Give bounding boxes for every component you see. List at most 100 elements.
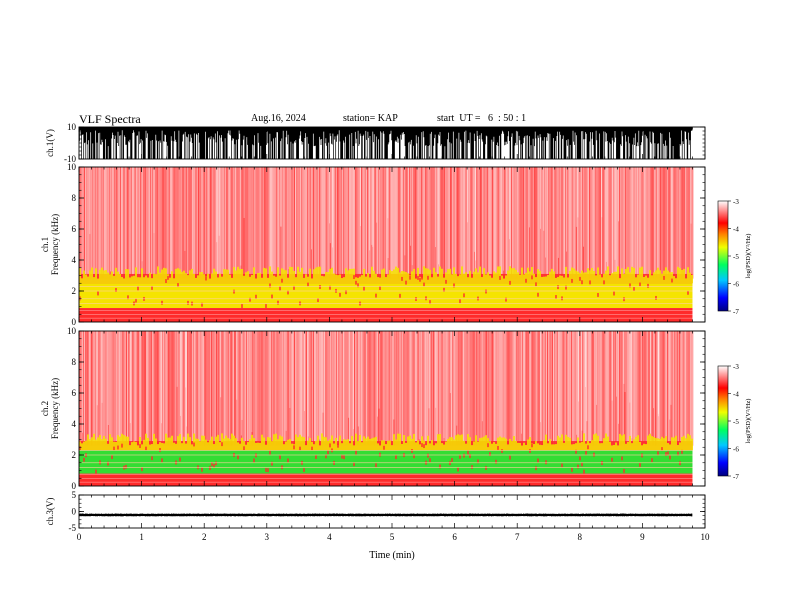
spectrogram-speck bbox=[535, 282, 537, 287]
spectrogram-column bbox=[505, 331, 507, 446]
spectrogram-column bbox=[171, 331, 173, 446]
spectrogram-spike bbox=[129, 277, 131, 284]
spectrogram-column bbox=[692, 167, 694, 279]
spectrogram-column bbox=[613, 167, 615, 279]
spectrogram-column bbox=[478, 331, 480, 446]
spectrogram-spike bbox=[525, 272, 527, 284]
spectrogram-speck bbox=[307, 282, 309, 287]
spectrogram-column bbox=[489, 331, 491, 446]
spectrogram-spike bbox=[389, 440, 391, 451]
spectrogram-speck bbox=[249, 297, 251, 302]
spectrogram-spike bbox=[561, 275, 563, 284]
spectrogram-column bbox=[248, 331, 250, 446]
spectrogram-spike bbox=[373, 270, 375, 284]
spectrogram-column bbox=[226, 331, 228, 446]
spectrogram-spike bbox=[325, 437, 327, 451]
spectrogram-spike bbox=[225, 269, 227, 284]
spectrogram-column bbox=[304, 167, 306, 279]
spectrogram-column bbox=[434, 167, 436, 279]
spectrogram-spike bbox=[641, 445, 643, 451]
spectrogram-spike bbox=[103, 436, 105, 451]
spectrogram-column bbox=[314, 167, 316, 279]
spectrogram-column bbox=[224, 167, 226, 279]
spectrogram-spike bbox=[223, 269, 225, 284]
spectrogram-column bbox=[479, 167, 481, 279]
spectrogram-column bbox=[214, 167, 216, 279]
spectrogram-gap bbox=[110, 167, 111, 272]
spectrogram-gap bbox=[435, 167, 436, 248]
spectrogram-column bbox=[289, 167, 291, 279]
spectrogram-spike bbox=[165, 268, 167, 284]
spectrogram-spike bbox=[143, 439, 145, 451]
spectrogram-column bbox=[500, 167, 502, 279]
spectrogram-column bbox=[287, 167, 289, 279]
spectrogram-column bbox=[164, 331, 166, 446]
spectrogram-column bbox=[359, 331, 361, 446]
spectrogram-column bbox=[604, 167, 606, 279]
spectrogram-column bbox=[329, 331, 331, 446]
spectrogram-gap bbox=[376, 167, 378, 223]
spectrogram-column bbox=[549, 331, 551, 446]
spectrogram-column bbox=[119, 331, 121, 446]
spectrogram-column bbox=[673, 167, 675, 279]
spectrogram-spike bbox=[511, 441, 513, 451]
spectrogram-column bbox=[203, 167, 205, 279]
spectrogram-spike bbox=[171, 435, 173, 451]
spectrogram-speck bbox=[287, 458, 289, 463]
spectrogram-column bbox=[482, 167, 484, 279]
spectrogram-column bbox=[392, 167, 394, 279]
spectrogram-spike bbox=[645, 275, 647, 284]
y-tick-label: 10 bbox=[67, 326, 77, 336]
spectrogram-gap bbox=[193, 331, 195, 442]
spectrogram-column bbox=[368, 331, 370, 446]
spectrogram-column bbox=[146, 167, 148, 279]
spectrogram-column bbox=[325, 331, 327, 446]
spectrogram-column bbox=[182, 331, 184, 446]
spectrogram-column bbox=[236, 167, 238, 279]
spectrogram-spike bbox=[645, 444, 647, 451]
spectrogram-column bbox=[601, 331, 603, 446]
x-tick-label: 5 bbox=[390, 532, 395, 542]
spectrogram-speck bbox=[337, 443, 339, 448]
spectrogram-column bbox=[233, 167, 235, 279]
spectrogram-spike bbox=[403, 271, 405, 284]
spectrogram-column bbox=[658, 167, 660, 279]
spectrogram-spike bbox=[419, 444, 421, 451]
spectrogram-spike bbox=[297, 266, 299, 284]
spectrogram-column bbox=[607, 167, 609, 279]
spectrogram-spike bbox=[463, 440, 465, 451]
spectrogram-column bbox=[496, 331, 498, 446]
spectrogram-spike bbox=[151, 278, 153, 284]
spectrogram-column bbox=[665, 331, 667, 446]
spectrogram-column bbox=[357, 167, 359, 279]
spectrogram-spike bbox=[299, 434, 301, 451]
spectrogram-column bbox=[475, 331, 477, 446]
spectrogram-spike bbox=[463, 273, 465, 284]
spectrogram-speck bbox=[193, 442, 195, 447]
spectrogram-column bbox=[686, 167, 688, 279]
spectrogram-column bbox=[281, 167, 283, 279]
spectrogram-speck bbox=[587, 445, 589, 450]
spectrogram-spike bbox=[525, 444, 527, 451]
spectrogram-gap bbox=[623, 331, 625, 384]
spectrogram-column bbox=[652, 167, 654, 279]
spectrogram-column bbox=[364, 331, 366, 446]
spectrogram-spike bbox=[691, 274, 693, 284]
spectrogram-column bbox=[147, 167, 149, 279]
spectrogram-column bbox=[220, 167, 222, 279]
spectrogram-speck bbox=[603, 280, 605, 285]
spectrogram-spike bbox=[207, 273, 209, 284]
spectrogram-column bbox=[391, 331, 393, 446]
spectrogram-speck bbox=[409, 275, 411, 280]
spectrogram-column bbox=[365, 167, 367, 279]
spectrogram-spike bbox=[351, 435, 353, 451]
spectrogram-spike bbox=[651, 436, 653, 451]
spectrogram-spike bbox=[253, 438, 255, 451]
spectrogram-spike bbox=[431, 440, 433, 451]
spectrogram-spike bbox=[121, 277, 123, 284]
spectrogram-column bbox=[205, 167, 207, 279]
spectrogram-column bbox=[581, 331, 583, 446]
y-axis-label: ch.3(V) bbox=[45, 498, 55, 526]
spectrogram-spike bbox=[595, 275, 597, 284]
spectrogram-spike bbox=[561, 434, 563, 451]
